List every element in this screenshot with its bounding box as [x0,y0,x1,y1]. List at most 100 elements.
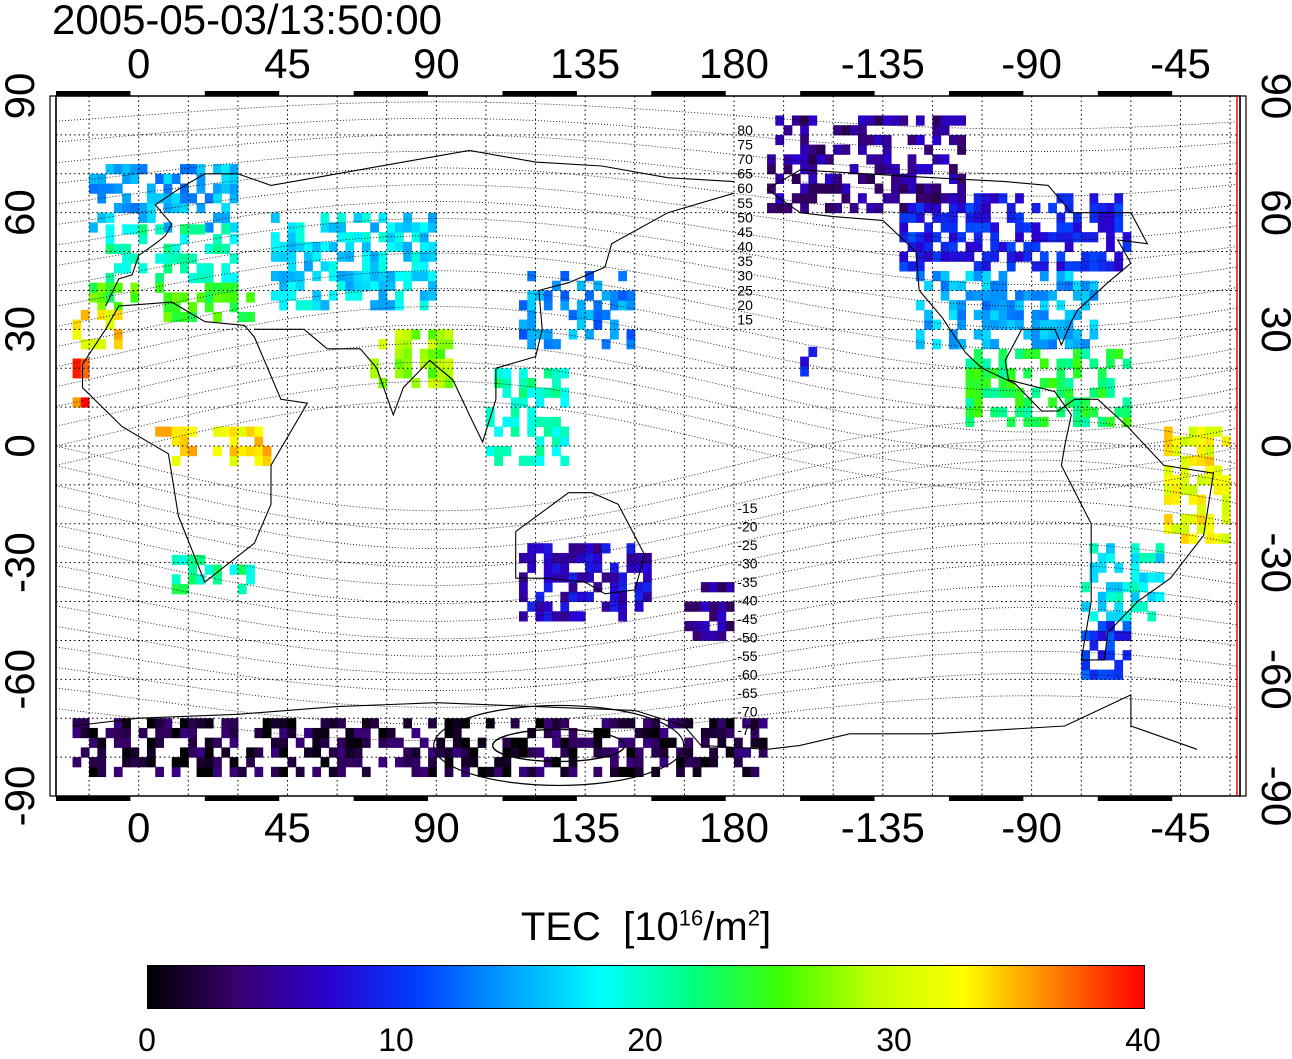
tec-pixel [270,747,280,758]
tec-pixel [593,766,603,778]
tec-pixel [97,339,107,350]
tec-pixel [1106,640,1115,651]
tec-pixel [626,766,636,778]
tec-pixel [246,747,255,758]
tec-pixel [725,601,735,612]
tec-pixel [1106,630,1115,641]
tec-pixel [1039,377,1049,389]
tec-pixel [213,564,222,575]
tec-pixel [634,591,644,603]
tec-pixel [783,202,793,214]
tec-pixel [403,222,413,233]
tec-pixel [213,234,222,245]
tec-pixel [527,727,537,739]
tec-pixel [1039,319,1049,330]
tec-pixel [1081,261,1091,272]
tec-pixel [932,319,942,330]
tec-pixel [328,271,338,282]
tec-pixel [1097,630,1107,641]
tec-pixel [254,446,264,457]
tec-pixel [1163,446,1173,457]
tec-pixel [535,387,545,398]
tec-pixel [1122,358,1132,369]
tec-pixel [130,253,140,264]
tec-pixel [270,766,280,778]
tec-pixel [89,339,98,350]
tec-pixel [254,426,264,437]
tec-pixel [552,426,561,437]
tec-pixel [171,757,181,768]
magnetic-contour [55,218,1237,285]
tec-pixel [585,271,594,282]
tec-pixel [328,747,338,758]
tec-pixel [709,747,718,758]
tec-pixel [122,718,131,729]
magnetic-contour [55,134,1237,175]
tec-pixel [287,251,297,262]
tec-pixel [634,582,644,593]
tec-pixel [800,154,809,165]
tec-pixel [394,358,404,369]
tec-pixel [1023,397,1033,408]
tec-pixel [1089,280,1099,291]
tec-pixel [1031,241,1041,253]
tec-pixel [204,282,214,293]
tec-pixel [965,387,975,398]
tec-pixel [1213,475,1223,486]
tec-pixel [1197,514,1206,525]
tec-pixel [113,339,123,350]
tec-pixel [353,737,363,748]
tec-pixel [72,368,82,379]
tec-pixel [659,747,669,758]
tec-pixel [180,727,189,739]
tec-pixel [246,564,255,575]
tec-pixel [97,737,107,748]
tec-pixel [634,766,644,778]
tec-pixel [1081,397,1091,408]
tec-pixel [122,263,131,274]
tec-pixel [221,747,231,758]
tec-pixel [1106,241,1115,253]
tec-pixel [171,311,181,323]
tec-pixel [1180,465,1190,476]
tec-pixel [452,747,462,758]
tec-pixel [171,243,181,254]
tec-pixel [965,377,975,389]
tec-pixel [527,552,537,564]
tec-pixel [1122,416,1132,428]
tec-pixel [237,766,247,778]
tec-pixel [378,261,388,272]
tec-pixel [337,212,346,223]
contour-label: 20 [737,297,753,313]
tec-pixel [552,377,561,389]
tec-pixel [1023,329,1033,340]
tec-pixel [982,271,991,282]
tec-pixel [370,261,379,272]
tec-pixel [576,737,586,748]
tec-pixel [858,125,867,136]
tec-pixel [411,261,421,272]
tec-pixel [684,737,694,748]
tec-pixel [403,329,413,340]
tec-pixel [1048,232,1057,243]
tec-pixel [97,747,107,758]
tec-pixel [899,222,909,233]
contour-label: 25 [737,282,753,298]
tec-pixel [998,271,1008,282]
tec-pixel [643,727,652,739]
tec-pixel [89,173,98,184]
tec-pixel [899,202,909,214]
tec-pixel [163,292,173,303]
tec-pixel [618,601,628,612]
tec-pixel [188,302,198,313]
tec-pixel [800,115,809,126]
magnetic-contour [55,150,1237,197]
tec-pixel [882,134,892,146]
tec-pixel [585,572,594,583]
tec-pixel [725,621,735,632]
tec-pixel [428,368,437,379]
tec-pixel [386,232,396,243]
tec-pixel [188,737,198,748]
tec-pixel [973,241,983,253]
tec-pixel [725,718,735,729]
